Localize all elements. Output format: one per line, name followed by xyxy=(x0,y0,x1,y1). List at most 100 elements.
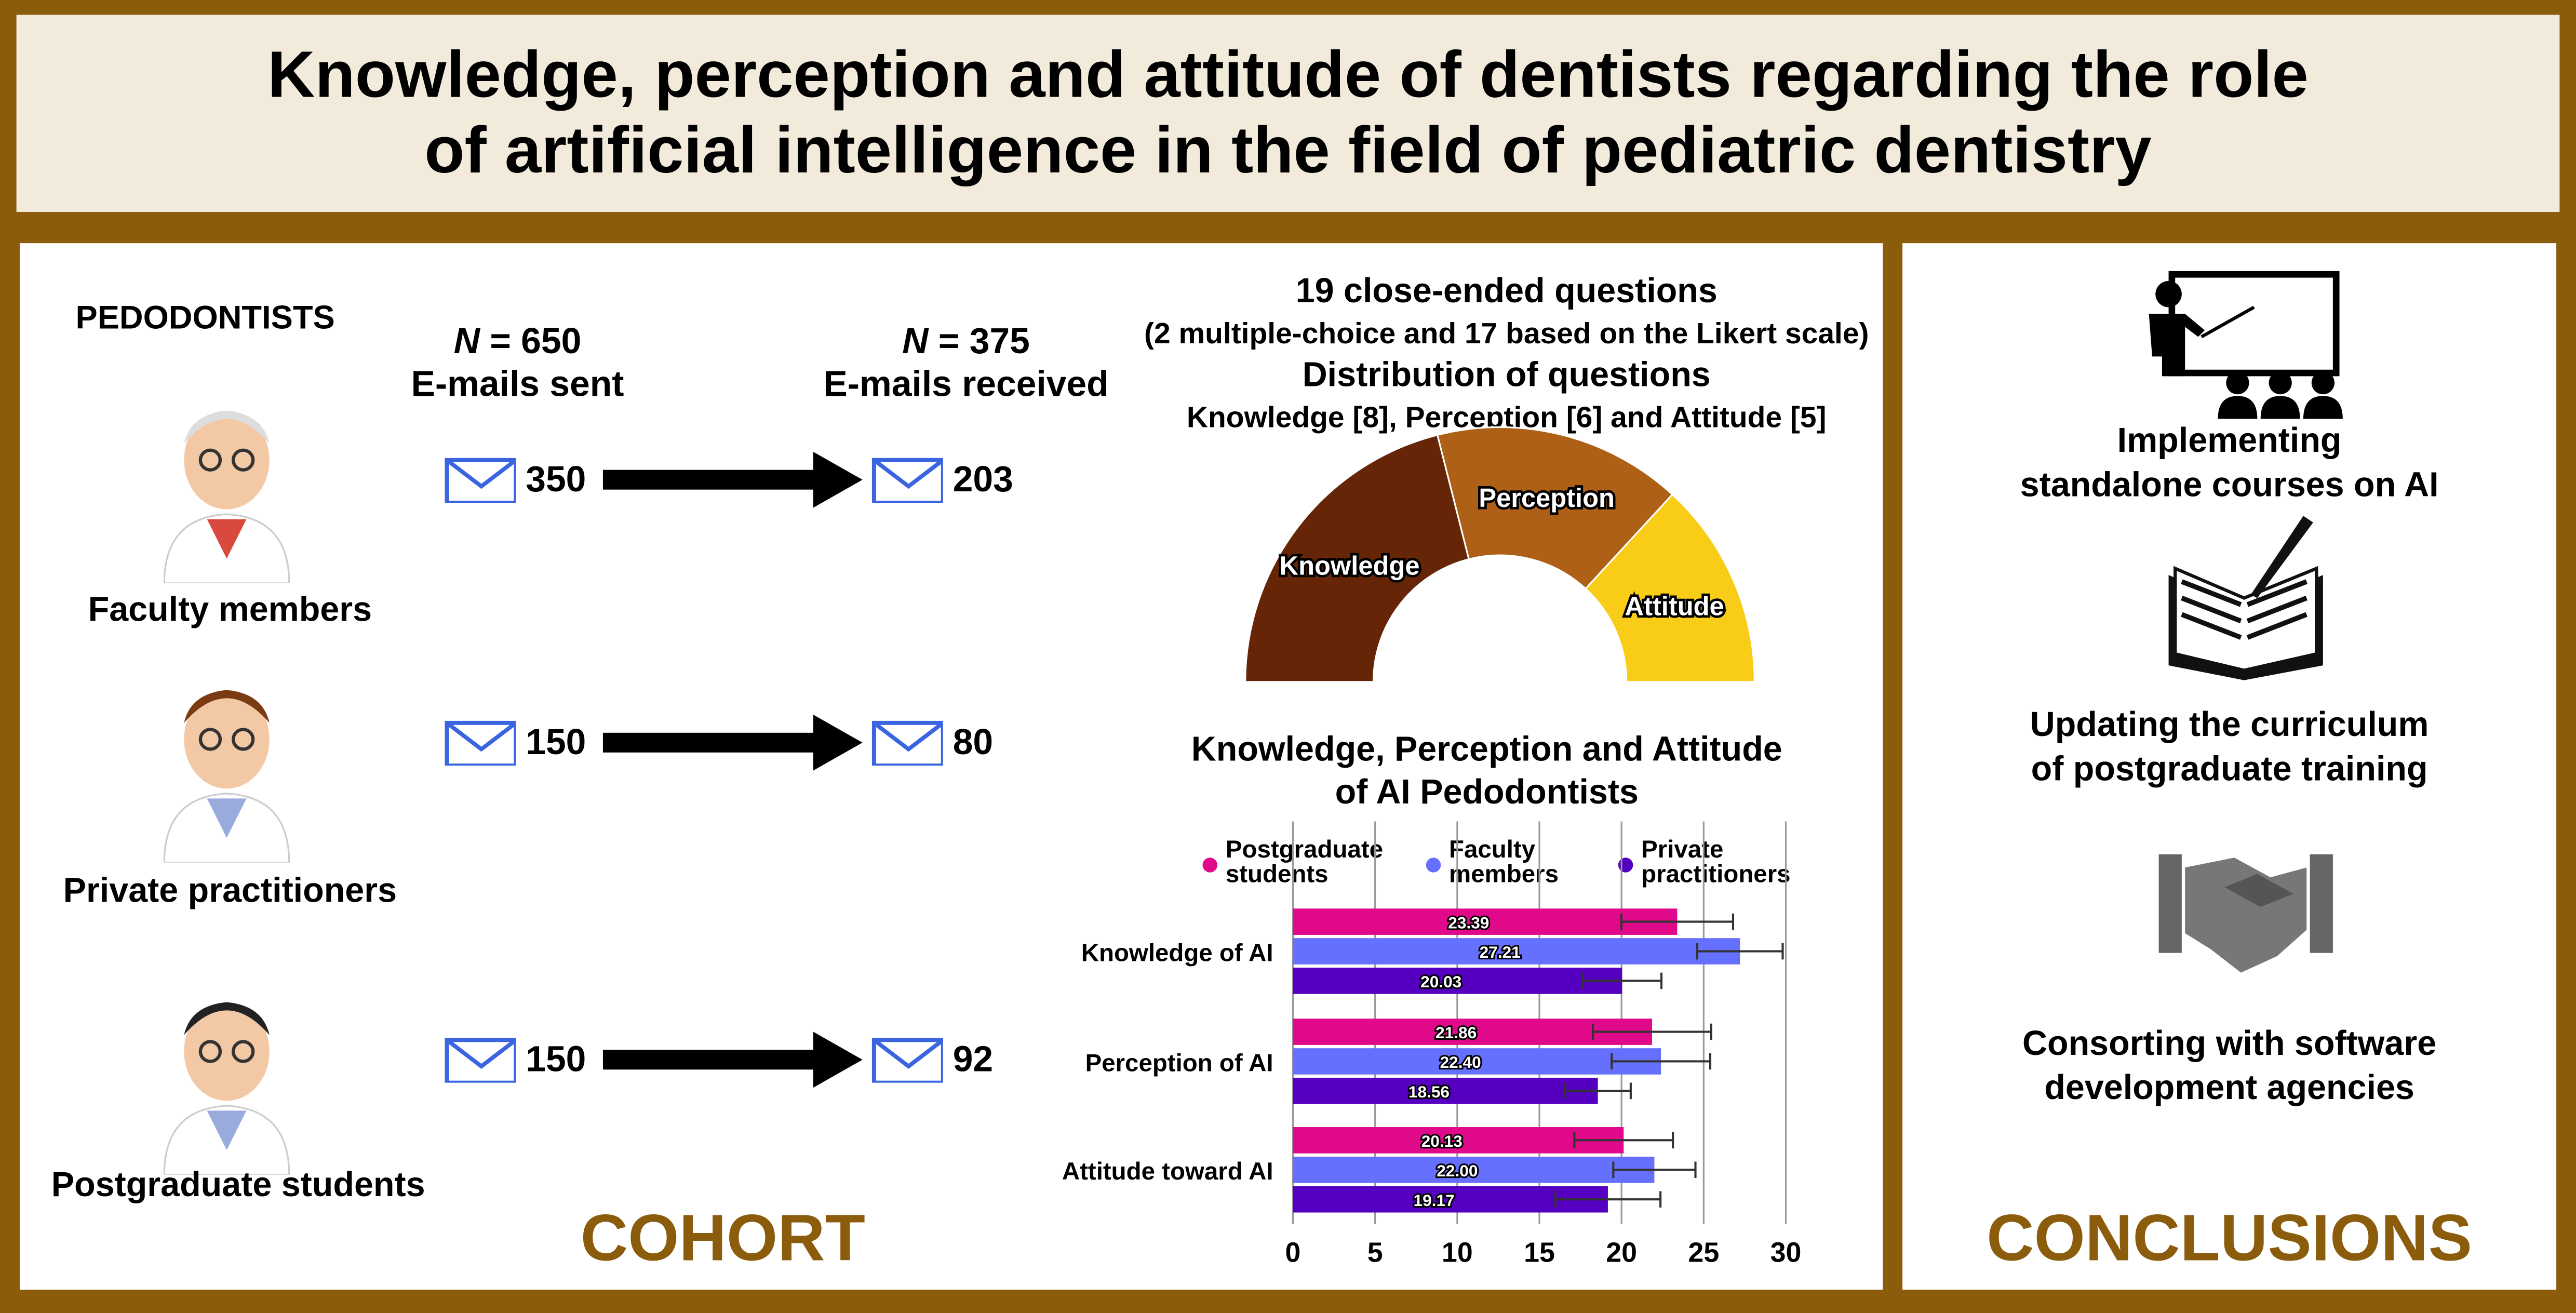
sent-count: 150 xyxy=(526,1038,586,1080)
questions-summary: 19 close-ended questions (2 multiple-cho… xyxy=(1144,271,1869,439)
x-tick-label: 10 xyxy=(1442,1237,1473,1268)
legend-entry: Postgraduate students xyxy=(1225,836,1384,889)
x-tick-label: 30 xyxy=(1770,1237,1802,1268)
envelope-icon xyxy=(445,458,516,503)
conclusion-item: Updating the curriculum of postgraduate t… xyxy=(2030,706,2429,789)
category-label: Knowledge of AI xyxy=(1081,940,1273,967)
n-symbol: N xyxy=(453,320,480,361)
bar-chart-title: Knowledge, Perception and Attitude of AI … xyxy=(1191,730,1782,815)
conclusion-item: Implementing standalone courses on AI xyxy=(2020,422,2439,505)
donut-segment-perception xyxy=(1436,426,1674,590)
group-label: Postgraduate students xyxy=(51,1166,425,1204)
bar-value-label: 23.39 xyxy=(1448,913,1489,932)
error-bar xyxy=(1581,972,1663,989)
arrowhead-icon xyxy=(813,1031,863,1088)
page-title: Knowledge, perception and attitude of de… xyxy=(17,38,2560,189)
legend-entry: Private practitioners xyxy=(1641,836,1791,889)
bar-value-label: 22.00 xyxy=(1437,1161,1478,1180)
sent-count: 350 xyxy=(526,458,586,500)
bar-value-label: 21.86 xyxy=(1435,1023,1477,1042)
envelope-icon xyxy=(445,1038,516,1083)
private-practitioner-avatar xyxy=(163,690,290,863)
x-tick-label: 15 xyxy=(1524,1237,1555,1268)
questions-line-2: (2 multiple-choice and 17 based on the L… xyxy=(1144,317,1869,350)
arrow-icon xyxy=(602,1050,817,1070)
sent-label: E-mails sent xyxy=(411,363,624,405)
sent-total: = 650 xyxy=(479,320,582,361)
x-tick-label: 0 xyxy=(1285,1237,1301,1268)
emails-received-summary: N = 375 E-mails received xyxy=(823,320,1108,406)
arrow-icon xyxy=(602,470,817,490)
received-label: E-mails received xyxy=(823,363,1109,405)
bar-value-label: 19.17 xyxy=(1414,1191,1455,1210)
n-symbol: N xyxy=(902,320,929,361)
conclusions-label: CONCLUSIONS xyxy=(1987,1202,2473,1275)
bar-value-label: 27.21 xyxy=(1480,943,1521,961)
knowledge-perception-attitude-bar-chart: 0 5 10 15 20 25 30 23.39 27.21 20.03 Knowledge of … xyxy=(1062,821,1802,1268)
title-banner: Knowledge, perception and attitude of de… xyxy=(16,15,2560,212)
donut-label: Perception xyxy=(1479,483,1615,513)
received-count: 203 xyxy=(952,458,1013,500)
envelope-icon xyxy=(871,720,943,766)
legend-marker xyxy=(1202,858,1218,873)
received-total: = 375 xyxy=(928,320,1030,361)
donut-segment-knowledge xyxy=(1244,434,1470,683)
bar-value-label: 18.56 xyxy=(1408,1082,1450,1101)
bar xyxy=(1293,1048,1661,1075)
bar xyxy=(1293,908,1678,935)
received-count: 80 xyxy=(952,721,994,762)
bar xyxy=(1293,1127,1624,1154)
x-tick-label: 25 xyxy=(1688,1237,1719,1268)
donut-label: Knowledge xyxy=(1280,551,1420,580)
teacher-presentation-icon xyxy=(2149,271,2343,419)
title-line-1: Knowledge, perception and attitude of de… xyxy=(267,39,2309,112)
bar-value-label: 20.03 xyxy=(1420,972,1461,991)
legend-entry: Faculty members xyxy=(1449,836,1559,889)
faculty-member-avatar xyxy=(163,410,290,583)
bar xyxy=(1293,968,1622,994)
received-count: 92 xyxy=(952,1038,994,1080)
donut-label: Attitude xyxy=(1625,591,1724,621)
chart-title-line-2: of AI Pedodontists xyxy=(1335,773,1639,812)
cohort-label: COHORT xyxy=(580,1202,865,1275)
title-line-2: of artificial intelligence in the field … xyxy=(424,115,2152,187)
emails-sent-summary: N = 650 E-mails sent xyxy=(411,320,624,406)
error-bar xyxy=(1620,913,1735,930)
category-label: Perception of AI xyxy=(1085,1049,1273,1077)
envelope-icon xyxy=(871,1038,943,1083)
questions-line-3: Distribution of questions xyxy=(1302,356,1711,395)
error-bar xyxy=(1564,1082,1632,1100)
questions-line-1: 19 close-ended questions xyxy=(1295,273,1718,311)
pedodontists-heading: PEDODONTISTS xyxy=(75,300,335,337)
open-book-pen-icon xyxy=(2168,516,2323,680)
bar xyxy=(1293,938,1740,964)
legend-marker xyxy=(1426,858,1441,873)
error-bar xyxy=(1592,1023,1712,1040)
question-distribution-half-donut: Knowledge Perception Attitude xyxy=(1244,426,1755,683)
bar-value-label: 22.40 xyxy=(1440,1053,1481,1071)
bar xyxy=(1293,1078,1598,1104)
bar xyxy=(1293,1156,1655,1183)
envelope-icon xyxy=(445,720,516,766)
x-tick-label: 20 xyxy=(1606,1237,1637,1268)
arrowhead-icon xyxy=(813,715,863,771)
error-bar xyxy=(1696,943,1784,960)
postgraduate-student-avatar xyxy=(163,1002,290,1175)
donut-segment-attitude xyxy=(1584,493,1755,683)
group-label: Faculty members xyxy=(88,591,372,629)
category-label: Attitude toward AI xyxy=(1062,1158,1273,1185)
envelope-icon xyxy=(871,458,943,503)
handshake-icon xyxy=(2158,854,2333,973)
x-tick-label: 5 xyxy=(1367,1237,1383,1268)
error-bar xyxy=(1554,1191,1662,1208)
cohort-panel xyxy=(19,243,1883,1290)
error-bar xyxy=(1612,1161,1697,1178)
error-bar xyxy=(1611,1053,1712,1070)
sent-count: 150 xyxy=(526,721,586,762)
arrow-icon xyxy=(602,732,817,753)
error-bar xyxy=(1573,1132,1674,1149)
group-label: Private practitioners xyxy=(63,872,397,910)
conclusion-item: Consorting with software development agen… xyxy=(2022,1025,2437,1108)
bar-value-label: 20.13 xyxy=(1421,1132,1463,1150)
